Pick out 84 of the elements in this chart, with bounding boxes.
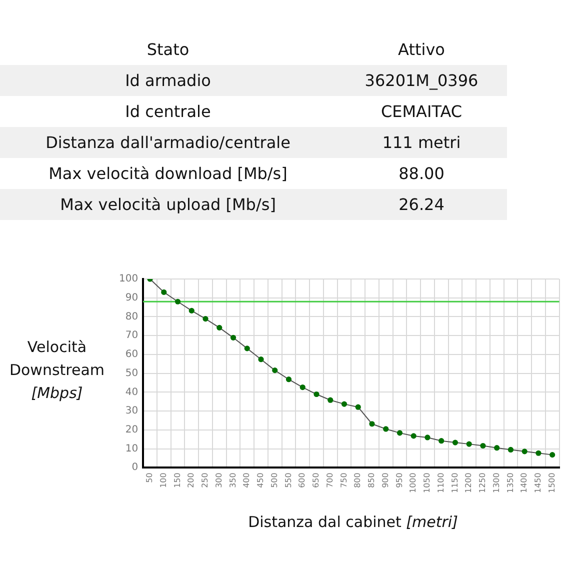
point [410, 433, 416, 439]
y-tick-label: 100 [118, 274, 138, 285]
x-tick-label: 350 [228, 472, 238, 488]
x-tick-label: 800 [353, 472, 362, 488]
point [480, 442, 486, 449]
point [452, 440, 458, 446]
category-label: Max velocità download [Mb/s] [48, 164, 288, 183]
point [424, 434, 430, 440]
point [314, 391, 320, 398]
x-tick-label: 950 [394, 472, 404, 488]
y-tick-label: 10 [125, 443, 138, 454]
y-tick-label: 60 [125, 349, 138, 360]
x-tick-label: 100 [158, 472, 168, 488]
y-tick-label: 30 [125, 406, 138, 417]
category-label: Stato [146, 40, 190, 59]
x-tick-label: 1450 [534, 472, 543, 493]
x-tick-label: 1150 [450, 472, 460, 493]
y-tick-label: 80 [125, 311, 138, 322]
y-tick-label: 70 [125, 330, 138, 342]
x-tick-label: 450 [256, 472, 266, 488]
category-label: Distanza dall'armadio/centrale [44, 133, 292, 152]
point [396, 430, 403, 436]
x-tick-label: 750 [339, 472, 348, 488]
point [161, 289, 167, 296]
x-tick-label: 1100 [436, 472, 446, 493]
x-tick-label: 850 [367, 472, 376, 488]
text: 88.00 [398, 164, 444, 183]
text: 26.24 [398, 195, 444, 214]
text: Attivo [398, 40, 445, 59]
y-tick-label: 20 [125, 424, 138, 436]
x-tick-label: 1050 [422, 472, 432, 493]
x-tick-label: 1000 [408, 472, 418, 493]
point [522, 448, 528, 454]
y-tick-label: 90 [125, 292, 138, 304]
point [286, 376, 292, 382]
point [272, 368, 278, 374]
point [244, 346, 250, 352]
point [466, 441, 472, 447]
text: 111 metri [382, 133, 461, 152]
point [383, 426, 389, 432]
x-tick-label: 700 [325, 472, 334, 488]
point [369, 421, 375, 427]
x-tick-label: 900 [380, 472, 390, 488]
x-tick-label: 200 [186, 472, 196, 488]
point [258, 356, 264, 362]
point [536, 450, 542, 456]
point [438, 438, 444, 444]
x-tick-label: 550 [284, 472, 293, 488]
point [230, 334, 236, 340]
x-tick-label: 1500 [547, 472, 556, 493]
point [341, 401, 348, 407]
point [174, 298, 181, 304]
x-tick-label: 1200 [464, 472, 474, 493]
x-tick-label: 500 [270, 472, 279, 488]
y-tick-label: 50 [125, 368, 138, 379]
category-label: Max velocità upload [Mb/s] [59, 195, 277, 214]
y-tick-label: 40 [125, 386, 138, 398]
point [494, 445, 500, 451]
x-tick-label: 1400 [520, 472, 529, 493]
point [355, 404, 361, 410]
x-tick-label: 600 [298, 472, 307, 488]
x-axis-title: Distanza dal cabinet [metri] [247, 513, 459, 531]
category-label: Id armadio [124, 71, 212, 90]
y-axis-title: Velocità Downstream [Mbps] [8, 337, 106, 404]
category-label: Id centrale [124, 102, 212, 121]
x-tick-label: 650 [312, 472, 321, 488]
point [550, 452, 556, 458]
text: 36201M_0396 [364, 71, 478, 90]
point [508, 446, 514, 453]
x-tick-label: 300 [214, 472, 224, 488]
point [300, 384, 306, 390]
x-tick-label: 1300 [492, 472, 501, 493]
x-tick-label: 250 [200, 472, 210, 488]
text: CEMAITAC [380, 102, 462, 121]
x-tick-label: 400 [242, 472, 252, 488]
point [216, 324, 222, 330]
point [188, 308, 194, 314]
x-tick-label: 50 [145, 472, 154, 483]
x-tick-label: 1350 [506, 472, 515, 493]
point [202, 316, 208, 322]
y-tick-label: 0 [132, 462, 138, 474]
x-tick-label: 1250 [478, 472, 488, 493]
x-tick-label: 150 [172, 472, 182, 488]
point [328, 397, 334, 403]
